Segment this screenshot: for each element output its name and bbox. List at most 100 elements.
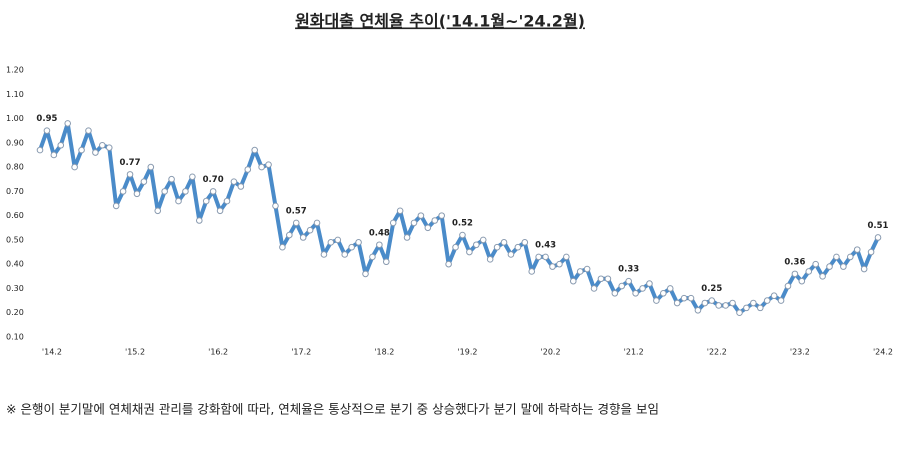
marker xyxy=(535,253,542,261)
y-tick-label: 0.50 xyxy=(6,235,24,244)
marker xyxy=(777,297,785,304)
marker xyxy=(507,251,515,258)
data-label: 0.70 xyxy=(203,175,224,185)
marker xyxy=(514,243,522,251)
x-tick-label: '20.2 xyxy=(541,348,561,357)
marker xyxy=(362,270,369,278)
data-label: 0.36 xyxy=(784,257,805,267)
y-tick-label: 0.40 xyxy=(6,260,24,269)
y-tick-label: 1.00 xyxy=(6,114,24,123)
marker xyxy=(563,253,570,261)
marker xyxy=(424,224,432,232)
marker xyxy=(660,290,667,297)
marker xyxy=(272,202,279,210)
marker xyxy=(479,236,487,244)
marker xyxy=(126,171,134,178)
marker xyxy=(680,294,688,302)
marker xyxy=(743,304,750,312)
x-tick-label: '15.2 xyxy=(125,348,145,357)
marker xyxy=(50,151,58,159)
marker xyxy=(722,302,729,309)
marker xyxy=(92,149,99,156)
marker xyxy=(528,268,536,275)
data-label: 0.25 xyxy=(701,284,722,294)
x-tick-label: '23.2 xyxy=(790,348,810,357)
chart-title: 원화대출 연체율 추이('14.1월~'24.2월) xyxy=(295,12,585,31)
marker xyxy=(750,299,757,307)
marker xyxy=(597,275,605,283)
marker xyxy=(99,141,106,149)
marker xyxy=(382,258,390,266)
marker xyxy=(867,248,875,256)
marker xyxy=(625,277,632,285)
marker xyxy=(230,178,238,185)
marker xyxy=(313,219,321,227)
footnote: ※ 은행이 분기말에 연체채권 관리를 강화함에 따라, 연체율은 통상적으로 … xyxy=(6,402,659,417)
marker xyxy=(833,253,840,261)
marker xyxy=(154,207,162,215)
y-tick-label: 0.20 xyxy=(6,308,24,317)
marker xyxy=(209,188,217,195)
marker xyxy=(639,285,646,292)
marker xyxy=(542,253,549,261)
data-label: 0.52 xyxy=(452,219,473,229)
marker xyxy=(826,263,833,270)
marker xyxy=(376,241,383,249)
marker xyxy=(299,234,307,241)
data-label: 0.57 xyxy=(286,206,307,216)
marker xyxy=(500,239,508,246)
marker xyxy=(348,243,355,251)
marker xyxy=(355,239,362,246)
y-tick-label: 0.90 xyxy=(6,138,24,147)
x-tick-label: '14.2 xyxy=(42,348,62,357)
marker xyxy=(708,297,716,304)
marker xyxy=(195,217,203,224)
marker xyxy=(334,236,342,244)
marker xyxy=(292,219,300,227)
marker xyxy=(438,212,445,219)
marker xyxy=(175,197,182,205)
y-tick-label: 0.80 xyxy=(6,163,24,172)
marker xyxy=(251,146,258,154)
marker xyxy=(687,294,695,302)
marker xyxy=(611,290,619,297)
marker xyxy=(306,226,314,234)
marker xyxy=(556,260,563,268)
marker xyxy=(493,243,501,251)
marker xyxy=(202,197,210,205)
data-label: 0.95 xyxy=(36,114,57,124)
marker xyxy=(701,299,709,307)
marker xyxy=(666,285,674,292)
y-tick-label: 0.60 xyxy=(6,211,24,220)
x-tick-label: '19.2 xyxy=(457,348,477,357)
marker xyxy=(805,268,813,275)
x-tick-label: '16.2 xyxy=(208,348,228,357)
marker xyxy=(770,292,778,300)
marker xyxy=(237,183,245,190)
marker xyxy=(853,246,861,253)
marker xyxy=(410,219,418,227)
marker xyxy=(85,127,92,134)
marker xyxy=(466,248,473,256)
marker xyxy=(119,188,127,195)
marker xyxy=(445,260,452,268)
marker xyxy=(673,299,681,307)
marker xyxy=(459,231,466,239)
y-tick-label: 0.70 xyxy=(6,187,24,196)
marker xyxy=(133,190,141,198)
marker xyxy=(784,282,792,290)
marker xyxy=(396,207,404,215)
marker xyxy=(653,297,660,304)
marker xyxy=(791,270,799,278)
x-tick-label: '22.2 xyxy=(707,348,727,357)
marker xyxy=(71,163,78,171)
marker xyxy=(736,309,743,317)
marker xyxy=(819,273,826,280)
marker xyxy=(874,234,882,241)
marker xyxy=(223,197,231,205)
marker xyxy=(860,265,868,273)
marker xyxy=(715,302,723,309)
marker xyxy=(168,175,175,183)
marker xyxy=(403,234,411,241)
marker xyxy=(452,243,459,251)
